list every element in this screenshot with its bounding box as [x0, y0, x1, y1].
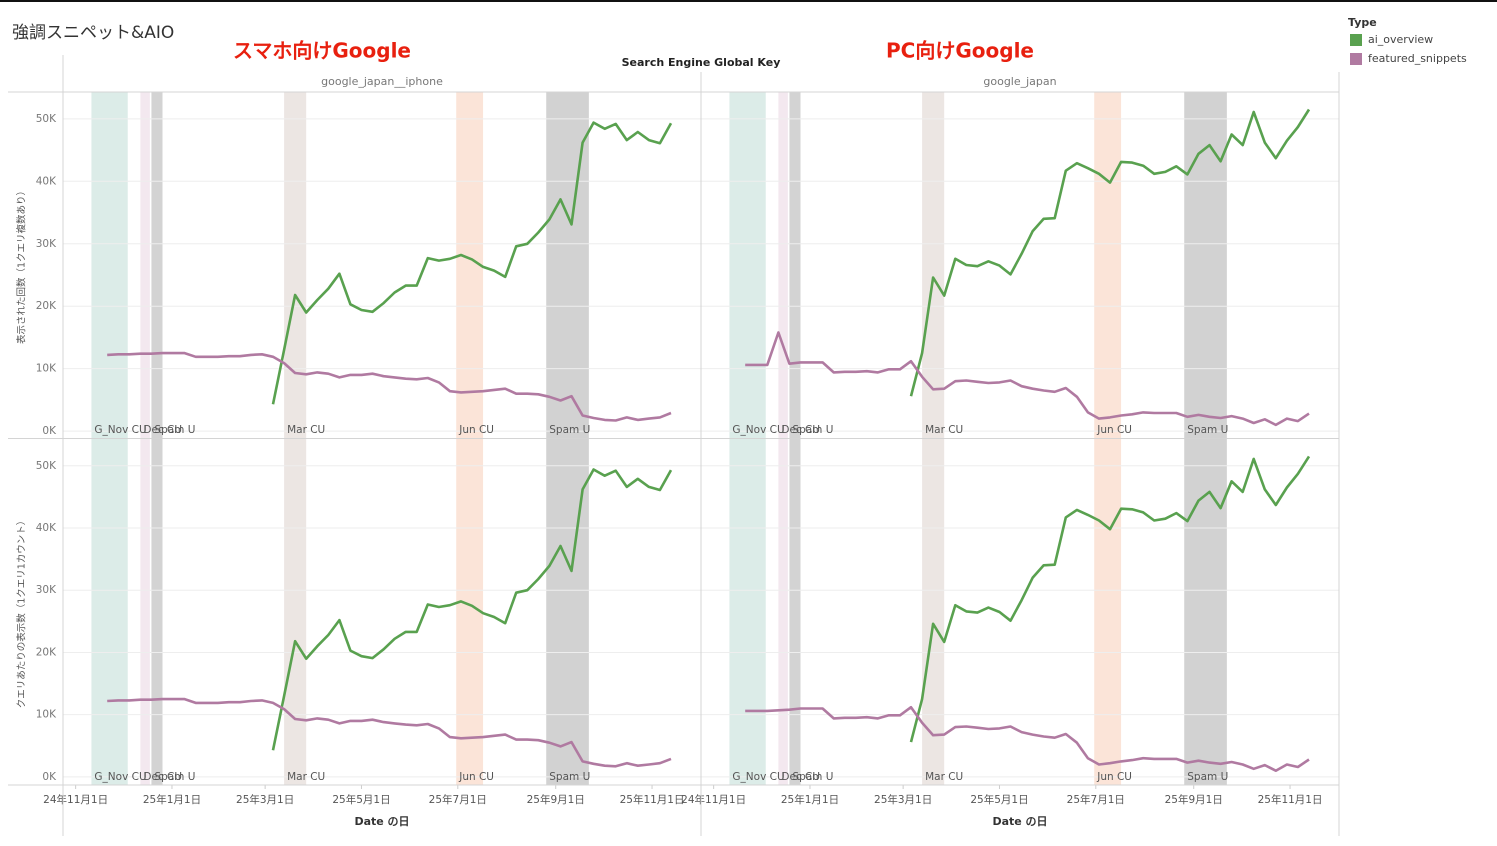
- band-label: Jun CU: [458, 771, 494, 783]
- update-band: [140, 92, 150, 438]
- series-line: [745, 331, 1310, 427]
- x-tick-label: 25年9月1日: [1165, 793, 1223, 806]
- y-axis-label: 表示された回数（1クエリ複数あり）: [16, 186, 28, 344]
- x-tick-label: 24年11月1日: [681, 793, 746, 806]
- series-line: [107, 697, 672, 768]
- x-axis-label: Date の日: [354, 815, 409, 828]
- band-label: Dec CU: [781, 424, 820, 436]
- update-band: [1184, 92, 1227, 438]
- x-tick-label: 25年5月1日: [970, 793, 1028, 806]
- update-band: [91, 92, 128, 438]
- band-label: G_Nov CU: [732, 424, 784, 436]
- update-band: [456, 439, 484, 785]
- y-tick-label: 40K: [36, 175, 57, 187]
- band-label: Mar CU: [925, 771, 963, 783]
- legend-title: Type: [1348, 16, 1377, 29]
- band-label: Spam U: [792, 424, 833, 436]
- column-header: google_japan: [983, 75, 1056, 88]
- x-tick-label: 25年11月1日: [1258, 793, 1323, 806]
- x-tick-label: 25年9月1日: [527, 793, 585, 806]
- top-border: [0, 0, 1497, 2]
- update-band: [1094, 92, 1122, 438]
- legend-label: featured_snippets: [1368, 52, 1467, 65]
- band-label: Spam U: [549, 424, 590, 436]
- band-label: Mar CU: [287, 771, 325, 783]
- y-axis-label: クエリあたりの表示数（1クエリ1カウント）: [16, 516, 28, 709]
- band-label: Jun CU: [1096, 771, 1132, 783]
- update-band: [729, 439, 766, 785]
- band-label: Spam U: [1187, 424, 1228, 436]
- y-tick-label: 50K: [36, 113, 57, 125]
- y-tick-label: 0K: [42, 771, 57, 783]
- update-band: [778, 92, 788, 438]
- x-tick-label: 25年3月1日: [236, 793, 294, 806]
- legend-label: ai_overview: [1368, 33, 1433, 46]
- update-band: [922, 439, 945, 785]
- x-tick-label: 25年1月1日: [781, 793, 839, 806]
- y-tick-label: 10K: [36, 709, 57, 721]
- update-band: [91, 439, 128, 785]
- update-band: [789, 439, 801, 785]
- series-line: [271, 121, 673, 405]
- legend-swatch: [1350, 34, 1362, 46]
- update-band: [140, 439, 150, 785]
- band-label: Dec CU: [143, 424, 182, 436]
- band-label: Spam U: [154, 771, 195, 783]
- update-band: [284, 92, 307, 438]
- band-label: Spam U: [1187, 771, 1228, 783]
- update-band: [151, 439, 163, 785]
- band-label: Jun CU: [458, 424, 494, 436]
- band-label: Mar CU: [287, 424, 325, 436]
- update-band: [151, 92, 163, 438]
- annotation: PC向けGoogle: [886, 39, 1034, 63]
- y-tick-label: 50K: [36, 460, 57, 472]
- band-label: Spam U: [792, 771, 833, 783]
- series-line: [909, 108, 1311, 397]
- x-tick-label: 25年7月1日: [429, 793, 487, 806]
- panel-frame: [8, 55, 1340, 836]
- x-tick-label: 25年7月1日: [1067, 793, 1125, 806]
- annotation: スマホ向けGoogle: [233, 39, 411, 63]
- y-tick-label: 30K: [36, 238, 57, 250]
- series-line: [271, 468, 673, 751]
- update-band: [778, 439, 788, 785]
- band-label: G_Nov CU: [94, 771, 146, 783]
- series-line: [909, 455, 1311, 743]
- update-band: [1184, 439, 1227, 785]
- y-tick-label: 20K: [36, 646, 57, 658]
- band-label: Dec CU: [143, 771, 182, 783]
- y-tick-label: 10K: [36, 363, 57, 375]
- y-tick-label: 40K: [36, 522, 57, 534]
- facet-label: Search Engine Global Key: [622, 56, 781, 69]
- x-tick-label: 25年5月1日: [332, 793, 390, 806]
- column-header: google_japan__iphone: [321, 75, 443, 88]
- legend-swatch: [1350, 53, 1362, 65]
- update-band: [284, 439, 307, 785]
- band-label: G_Nov CU: [732, 771, 784, 783]
- y-tick-label: 20K: [36, 300, 57, 312]
- update-band: [1094, 439, 1122, 785]
- band-label: Mar CU: [925, 424, 963, 436]
- y-tick-label: 0K: [42, 425, 57, 437]
- series-line: [745, 705, 1310, 772]
- band-label: Spam U: [549, 771, 590, 783]
- x-tick-label: 25年3月1日: [874, 793, 932, 806]
- x-tick-label: 25年1月1日: [143, 793, 201, 806]
- update-band: [922, 92, 945, 438]
- chart-title: 強調スニペット&AIO: [12, 23, 174, 43]
- x-tick-label: 24年11月1日: [43, 793, 108, 806]
- band-label: G_Nov CU: [94, 424, 146, 436]
- x-tick-label: 25年11月1日: [620, 793, 685, 806]
- x-axis-label: Date の日: [992, 815, 1047, 828]
- update-band: [729, 92, 766, 438]
- series-line: [107, 351, 672, 422]
- band-label: Dec CU: [781, 771, 820, 783]
- update-band: [789, 92, 801, 438]
- band-label: Spam U: [154, 424, 195, 436]
- band-label: Jun CU: [1096, 424, 1132, 436]
- y-tick-label: 30K: [36, 584, 57, 596]
